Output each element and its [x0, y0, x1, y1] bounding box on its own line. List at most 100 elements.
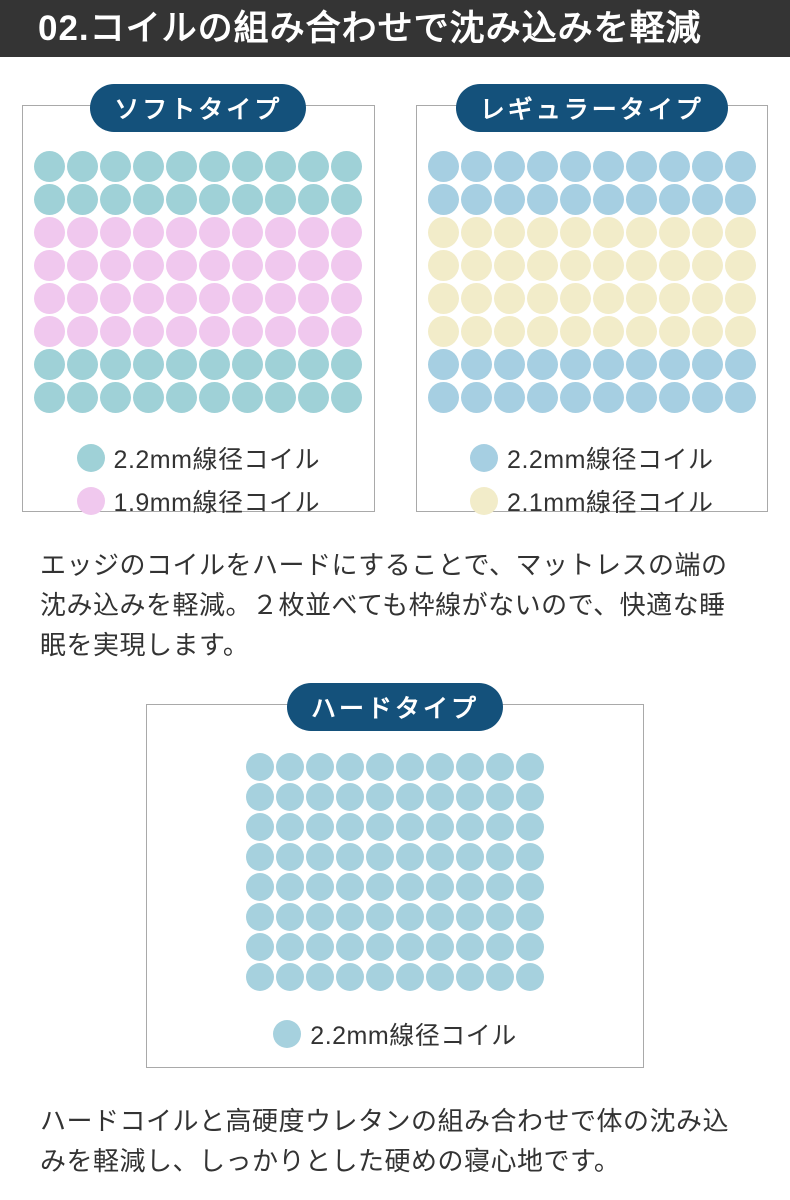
coil-dot	[486, 843, 514, 871]
coil-dot	[493, 151, 525, 182]
coil-dot	[336, 873, 364, 901]
coil-dot	[427, 382, 459, 413]
coil-dot	[658, 217, 690, 248]
coil-dot	[724, 316, 756, 347]
coil-dot	[625, 349, 657, 380]
coil-dot	[133, 283, 165, 314]
hard-legend: 2.2mm線径コイル	[273, 1016, 516, 1052]
coil-dot	[306, 903, 334, 931]
coil-dot	[486, 963, 514, 991]
coil-dot	[460, 217, 492, 248]
coil-dot	[658, 283, 690, 314]
coil-dot	[100, 250, 132, 281]
coil-dot	[559, 349, 591, 380]
coil-dot	[658, 151, 690, 182]
coil-dot	[331, 250, 363, 281]
coil-dot	[199, 283, 231, 314]
coil-dot	[625, 382, 657, 413]
coil-dot	[100, 349, 132, 380]
coil-dot	[298, 349, 330, 380]
coil-dot	[298, 184, 330, 215]
coil-dot	[276, 813, 304, 841]
coil-dot	[456, 873, 484, 901]
coil-dot	[331, 151, 363, 182]
coil-dot	[166, 151, 198, 182]
coil-dot	[246, 753, 274, 781]
coil-dot	[67, 283, 99, 314]
coil-dot	[691, 382, 723, 413]
coil-dot	[426, 813, 454, 841]
section-header: 02.コイルの組み合わせで沈み込みを軽減	[0, 0, 790, 57]
coil-dot	[426, 933, 454, 961]
coil-dot	[331, 184, 363, 215]
coil-dot	[366, 933, 394, 961]
coil-dot	[486, 933, 514, 961]
coil-dot	[427, 316, 459, 347]
coil-dot	[336, 783, 364, 811]
coil-dot	[34, 184, 66, 215]
coil-dot	[486, 813, 514, 841]
coil-dot	[486, 783, 514, 811]
coil-dot	[246, 873, 274, 901]
coil-dot	[34, 217, 66, 248]
coil-dot	[516, 843, 544, 871]
coil-dot	[460, 151, 492, 182]
panel-hard-type: ハードタイプ 2.2mm線径コイル	[146, 683, 644, 1068]
coil-dot	[724, 382, 756, 413]
coil-dot	[456, 753, 484, 781]
coil-dot	[336, 843, 364, 871]
coil-dot	[246, 963, 274, 991]
coil-dot	[232, 184, 264, 215]
coil-dot	[526, 217, 558, 248]
soft-coil-grid	[23, 151, 374, 413]
coil-dot	[691, 349, 723, 380]
coil-dot	[456, 933, 484, 961]
coil-dot	[306, 933, 334, 961]
coil-dot	[486, 753, 514, 781]
coil-dot	[526, 349, 558, 380]
coil-dot	[456, 813, 484, 841]
coil-dot	[396, 813, 424, 841]
section-title: 02.コイルの組み合わせで沈み込みを軽減	[38, 9, 702, 48]
coil-dot	[460, 316, 492, 347]
coil-dot	[133, 382, 165, 413]
coil-dot	[427, 151, 459, 182]
coil-dot	[306, 813, 334, 841]
legend-row: 1.9mm線径コイル	[76, 483, 320, 519]
coil-dot	[336, 813, 364, 841]
coil-dot	[658, 382, 690, 413]
coil-dot	[493, 382, 525, 413]
coil-dot	[592, 217, 624, 248]
coil-dot	[67, 382, 99, 413]
coil-dot	[526, 382, 558, 413]
coil-dot	[592, 151, 624, 182]
coil-dot	[691, 151, 723, 182]
hard-description-text: ハードコイルと高硬度ウレタンの組み合わせで体の沈み込みを軽減し、しっかりとした硬…	[40, 1106, 730, 1176]
coil-dot	[276, 903, 304, 931]
coil-dot	[396, 843, 424, 871]
coil-dot	[516, 753, 544, 781]
coil-dot	[426, 903, 454, 931]
coil-dot	[133, 151, 165, 182]
coil-dot	[276, 783, 304, 811]
coil-dot	[486, 903, 514, 931]
coil-swatch-icon	[76, 444, 105, 472]
regular-legend: 2.2mm線径コイル 2.1mm線径コイル	[470, 440, 713, 519]
coil-dot	[427, 184, 459, 215]
coil-dot	[265, 217, 297, 248]
coil-dot	[396, 903, 424, 931]
coil-dot	[331, 217, 363, 248]
coil-dot	[34, 382, 66, 413]
coil-dot	[298, 382, 330, 413]
coil-dot	[67, 151, 99, 182]
coil-dot	[265, 349, 297, 380]
coil-dot	[265, 151, 297, 182]
coil-dot	[276, 963, 304, 991]
coil-dot	[486, 873, 514, 901]
coil-dot	[232, 382, 264, 413]
coil-dot	[526, 184, 558, 215]
coil-dot	[276, 873, 304, 901]
coil-dot	[265, 283, 297, 314]
coil-dot	[724, 151, 756, 182]
coil-dot	[133, 250, 165, 281]
